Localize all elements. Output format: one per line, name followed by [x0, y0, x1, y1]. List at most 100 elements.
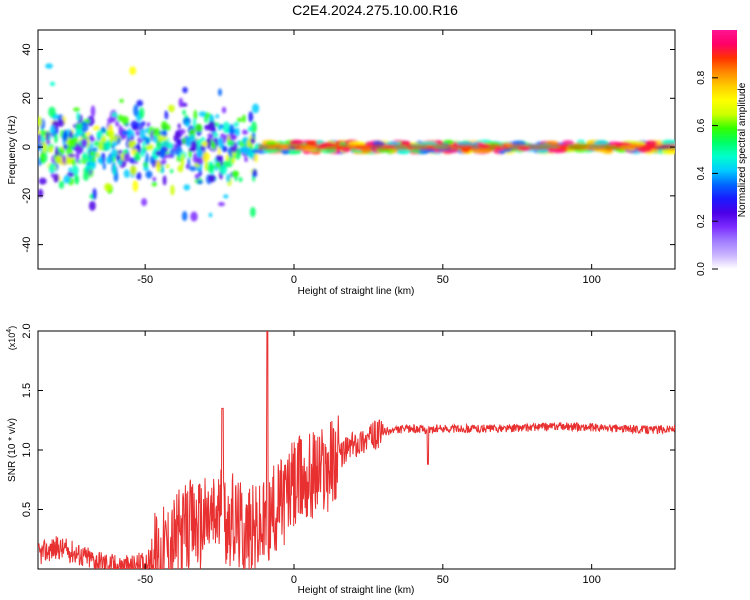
spectrogram-cell: [117, 137, 121, 145]
spectrogram-cell: [236, 127, 240, 137]
spectrogram-cell: [160, 120, 168, 132]
spectrogram-cell: [169, 168, 174, 174]
snr-y-label: SNR (10 * v/v): [7, 418, 18, 482]
spectrogram-cell: [136, 99, 144, 107]
spectrogram-cell: [58, 180, 65, 189]
colorbar-scale: [712, 30, 737, 269]
spectrogram-cell: [164, 110, 169, 120]
spectrogram-cell: [92, 188, 97, 200]
spectrogram-cell: [244, 156, 249, 163]
spectrogram-cell: [133, 104, 139, 117]
spectrogram-cell: [218, 137, 224, 150]
spectrogram-cell: [104, 183, 112, 192]
spectrogram-cell: [112, 156, 116, 163]
spectrogram-cell: [225, 153, 229, 161]
spectrogram-cell: [78, 159, 82, 165]
snr-multiplier-base: (x10: [7, 333, 17, 351]
spectrogram-cell: [48, 106, 56, 118]
spectrogram-cell: [194, 123, 203, 133]
spectrogram-cell: [129, 165, 137, 176]
snr-x-tick-label: 50: [437, 574, 449, 586]
spectrogram-cell: [233, 122, 239, 127]
spectrogram-y-ticks: -40 -20 0 20 40: [21, 43, 675, 253]
snr-x-label: Height of straight line (km): [298, 585, 415, 596]
spectrogram-cell: [155, 160, 161, 172]
spectrogram-cell: [248, 111, 254, 123]
spectrogram-cell: [215, 114, 220, 119]
snr-x-tick-label: -50: [137, 574, 153, 586]
spectrogram-cell: [99, 157, 103, 165]
spectrogram-cell: [132, 179, 139, 192]
spectrogram-cell: [152, 135, 158, 143]
spectrogram-cell: [40, 152, 45, 164]
spectrogram-cell: [73, 107, 80, 112]
spectrogram-cell: [170, 184, 175, 196]
spectrogram-y-tick-label: 40: [21, 43, 33, 55]
spectrogram-cell: [193, 109, 198, 120]
spectrogram-cell: [183, 184, 191, 191]
spectrogram-heatmap: [38, 63, 675, 222]
spectrogram-cell: [238, 176, 243, 183]
spectrogram-cell: [236, 117, 243, 123]
spectrogram-cell: [223, 194, 229, 199]
colorbar-tick-label: 0.0: [696, 262, 707, 276]
spectrogram-cell: [190, 140, 198, 152]
spectrogram-cell: [69, 130, 73, 140]
spectrogram-cell: [239, 146, 247, 153]
spectrogram-cell: [71, 158, 76, 167]
spectrogram-cell: [251, 121, 257, 134]
spectrogram-cell: [108, 130, 116, 143]
spectrogram-x-tick-label: 100: [582, 274, 600, 286]
spectrogram-cell: [145, 152, 149, 164]
spectrogram-cell: [190, 211, 198, 222]
spectrogram-cell: [49, 125, 56, 136]
spectrogram-cell: [208, 174, 216, 183]
spectrogram-cell: [87, 115, 95, 127]
spectrogram-cell: [92, 125, 101, 131]
spectrogram-x-tick-label: 0: [291, 274, 297, 286]
spectrogram-cell: [197, 180, 203, 185]
snr-panel: -50 0 50 100 0.5 1.0 1.5 2.0 Height of straigh…: [6, 323, 676, 596]
spectrogram-cell: [55, 155, 62, 163]
spectrogram-cell: [189, 165, 197, 172]
spectrogram-cell: [198, 111, 206, 117]
spectrogram-cell: [127, 127, 132, 138]
spectrogram-cell: [146, 122, 151, 128]
spectrogram-cell: [211, 142, 216, 151]
spectrogram-cell: [166, 142, 174, 150]
spectrogram-cell: [49, 81, 56, 87]
spectrogram-cell: [88, 200, 96, 211]
spectrogram-cell: [57, 119, 65, 127]
spectrogram-cell: [145, 137, 150, 146]
spectrogram-cell: [159, 148, 166, 159]
colorbar-tick-label: 0.2: [696, 214, 707, 228]
figure-title: C2E4.2024.275.10.00.R16: [292, 2, 458, 18]
spectrogram-cell: [161, 159, 167, 165]
spectrogram-cell: [38, 177, 47, 185]
colorbar-ticks: 0.0 0.2 0.4 0.6 0.8: [696, 70, 718, 276]
spectrogram-cell: [139, 107, 145, 119]
spectrogram-cell: [67, 153, 76, 158]
spectrogram-cell: [77, 127, 83, 136]
spectrogram-cell: [45, 131, 49, 142]
spectrogram-cell: [252, 168, 258, 178]
spectrogram-cell: [63, 175, 71, 184]
spectrogram-cell: [111, 112, 118, 118]
spectrogram-cell: [226, 173, 231, 183]
spectrogram-cell: [182, 137, 186, 145]
spectrogram-y-tick-label: 0: [21, 144, 33, 150]
spectrogram-cell: [206, 137, 212, 149]
spectrogram-y-tick-label: -40: [21, 237, 33, 253]
spectrogram-cell: [289, 139, 304, 145]
spectrogram-cell: [196, 155, 204, 165]
spectrogram-cell: [178, 128, 186, 135]
spectrogram-cell: [177, 123, 181, 129]
spectrogram-cell: [118, 159, 122, 166]
spectrogram-cell: [80, 121, 89, 133]
spectrogram-cell: [135, 171, 142, 181]
snr-y-ticks: 0.5 1.0 1.5 2.0: [21, 323, 675, 517]
spectrogram-cell: [166, 124, 171, 132]
snr-y-tick-label: 0.5: [21, 502, 33, 517]
spectrogram-cell: [203, 124, 211, 131]
